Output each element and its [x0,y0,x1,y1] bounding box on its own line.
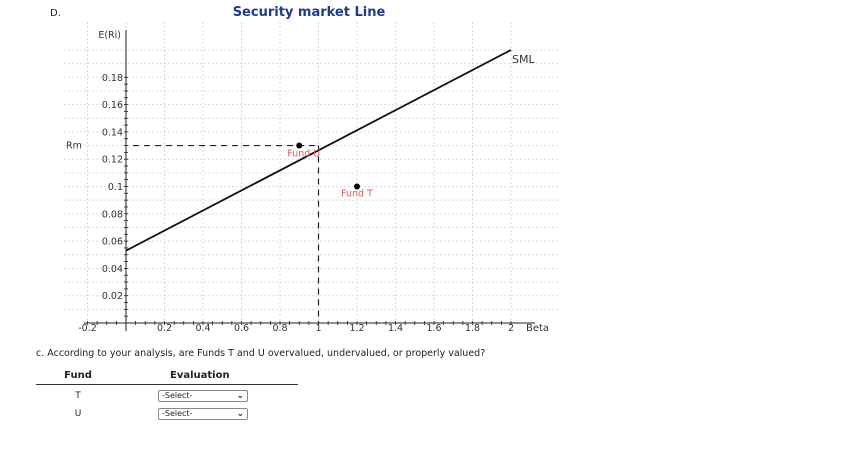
x-tick-label: 1.6 [426,323,441,334]
chevron-down-icon: ⌄ [236,408,244,419]
rm-label: Rm [66,141,82,152]
chart-title: Security market Line [232,5,386,20]
y-tick-label: 0.04 [102,264,123,275]
chevron-down-icon: ⌄ [236,390,244,401]
y-tick-label: 0.18 [102,73,123,84]
y-tick-label: 0.14 [102,127,123,138]
evaluation-header: Evaluation [170,370,230,381]
y-tick-label: 0.1 [108,182,123,193]
part-label: D. [50,8,61,19]
sml-chart: 0.02 0.04 0.06 0.08 0.1 0.12 0.14 0.16 0.18 -0.2 0… [64,22,558,334]
table-header: Fund Evaluation [36,370,298,385]
y-tick-label: 0.12 [102,155,123,166]
fund-cell: U [74,408,82,419]
y-tick-label: 0.16 [102,100,123,111]
x-tick-label: 0.4 [195,323,210,334]
x-tick-label: -0.2 [78,323,97,334]
select-value: -Select- [162,409,193,418]
fund-header: Fund [64,370,92,381]
x-tick-label: 0.8 [272,323,287,334]
x-tick-label: 1.8 [465,323,480,334]
x-tick-label: 2 [508,323,514,334]
y-tick-label: 0.06 [102,237,123,248]
evaluation-table: Fund Evaluation T -Select- ⌄ U -Select- … [36,370,298,421]
fund-cell: T [75,390,81,401]
x-tick-label: 0.2 [157,323,172,334]
y-axis-label: E(Ri) [98,30,121,41]
x-axis-label: Beta [526,323,549,334]
x-tick-label: 1.2 [349,323,364,334]
question-text: c. According to your analysis, are Funds… [36,348,486,359]
table-row: U -Select- ⌄ [36,406,298,421]
y-tick-label: 0.08 [102,209,123,220]
sml-label: SML [512,53,535,66]
sml-line [125,49,512,252]
fund-point-label: Fund U [287,149,320,160]
fund-point [354,183,360,190]
y-tick-label: 0.02 [102,291,123,302]
table-row: T -Select- ⌄ [36,388,298,403]
x-tick-label: 1 [315,323,321,334]
fund-point-label: Fund T [341,189,373,200]
evaluation-select-u[interactable]: -Select- ⌄ [158,407,248,420]
evaluation-select-t[interactable]: -Select- ⌄ [158,389,248,402]
x-tick-label: 0.6 [234,323,249,334]
x-tick-label: 1.4 [388,323,403,334]
fund-point [296,142,303,149]
select-value: -Select- [162,391,193,400]
